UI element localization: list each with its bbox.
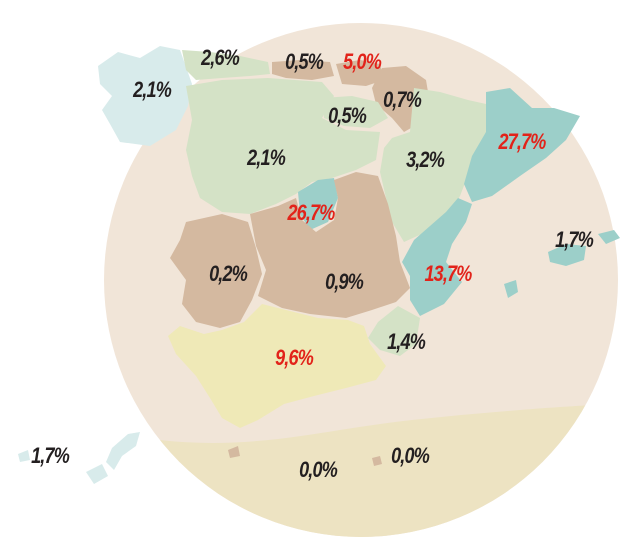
region-valencia bbox=[402, 198, 472, 316]
label-andalucia: 9,6% bbox=[275, 345, 314, 370]
label-madrid: 26,7% bbox=[287, 200, 335, 225]
region-baleares bbox=[548, 244, 586, 266]
label-galicia: 2,1% bbox=[133, 77, 172, 102]
label-la-rioja: 0,5% bbox=[328, 103, 367, 128]
region-castilla-leon bbox=[186, 78, 380, 214]
region-castilla-la-mancha bbox=[250, 172, 410, 318]
region-murcia bbox=[368, 306, 420, 356]
label-ceuta: 0,0% bbox=[299, 457, 338, 482]
label-aragon: 3,2% bbox=[406, 147, 445, 172]
label-asturias: 2,6% bbox=[201, 45, 240, 70]
region-extremadura bbox=[170, 214, 262, 328]
label-melilla: 0,0% bbox=[391, 443, 430, 468]
region-cataluna bbox=[464, 88, 580, 202]
label-canarias: 1,7% bbox=[31, 443, 70, 468]
region-asturias bbox=[182, 50, 270, 80]
region-ceuta bbox=[228, 446, 240, 458]
region-melilla bbox=[372, 456, 382, 466]
label-murcia: 1,4% bbox=[387, 329, 426, 354]
region-canarias-west bbox=[18, 450, 30, 462]
label-pais-vasco: 5,0% bbox=[343, 49, 382, 74]
label-castilla-leon: 2,1% bbox=[247, 145, 286, 170]
label-cataluna: 27,7% bbox=[498, 129, 546, 154]
region-la-rioja bbox=[322, 96, 388, 128]
region-cantabria bbox=[272, 60, 334, 80]
region-aragon bbox=[380, 88, 486, 242]
region-baleares-menorca bbox=[598, 230, 620, 244]
label-castilla-la-mancha: 0,9% bbox=[325, 269, 364, 294]
region-andalucia bbox=[168, 304, 386, 428]
label-navarra: 0,7% bbox=[383, 87, 422, 112]
region-baleares-ibiza bbox=[504, 280, 518, 298]
region-madrid bbox=[298, 178, 338, 230]
label-baleares: 1,7% bbox=[555, 227, 594, 252]
label-extremadura: 0,2% bbox=[209, 261, 248, 286]
label-valencia: 13,7% bbox=[424, 261, 472, 286]
label-cantabria: 0,5% bbox=[285, 49, 324, 74]
region-galicia bbox=[98, 46, 192, 146]
region-pais-vasco bbox=[336, 60, 384, 86]
region-canarias bbox=[86, 464, 108, 484]
region-canarias-east bbox=[106, 432, 140, 470]
